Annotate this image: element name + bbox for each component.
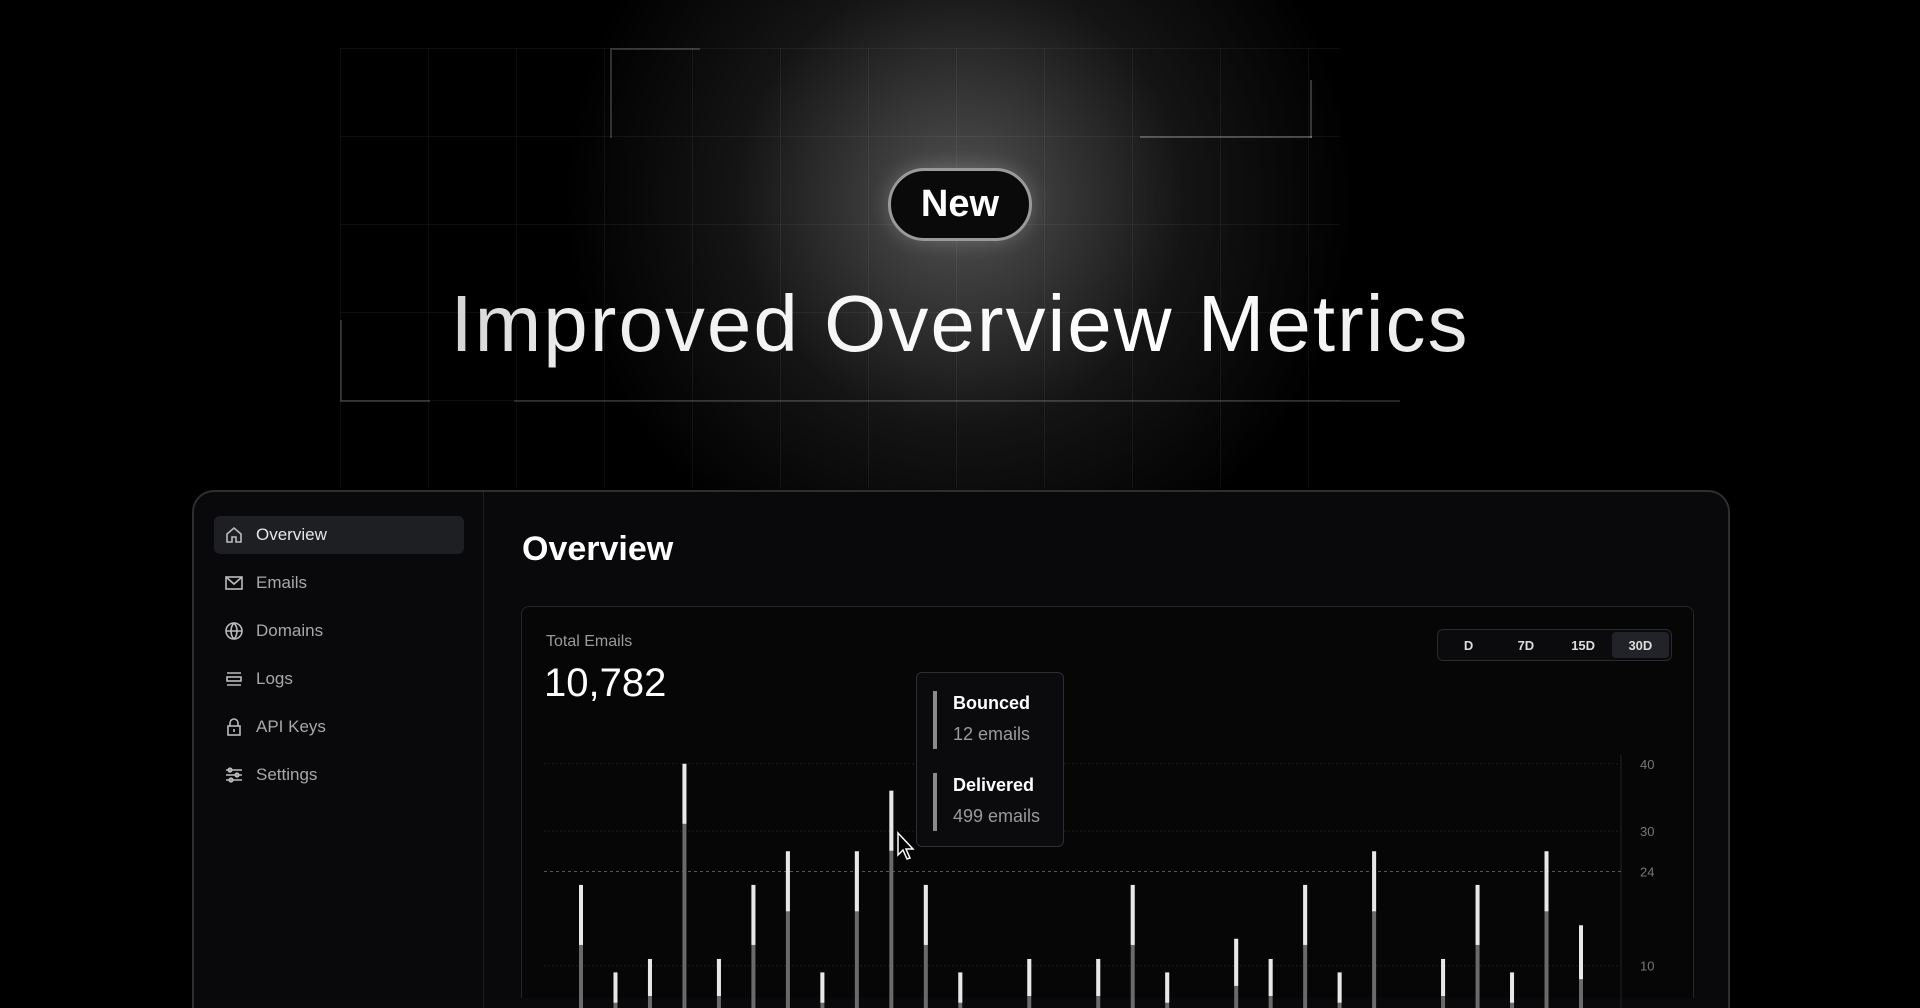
home-icon [226,526,242,543]
background-grid [340,48,1340,488]
tooltip-bounced: Bounced 12 emails [933,691,1030,749]
mail-icon [225,576,243,590]
chart-tooltip: Bounced 12 emails Delivered 499 emails [916,672,1064,847]
lock-icon [227,718,241,736]
card-label: Total Emails [546,633,633,650]
headline: Improved Overview Metrics [0,278,1920,370]
range-30d[interactable]: 30D [1611,632,1669,658]
tooltip-label: Delivered [953,775,1035,795]
sidebar-item-domains[interactable]: Domains [214,612,464,650]
sidebar-item-emails[interactable]: Emails [214,564,464,602]
tooltip-label: Bounced [953,693,1031,713]
sliders-icon [226,767,242,783]
range-d[interactable]: D [1463,637,1474,653]
range-toggle: D 7D 15D 30D [1437,629,1672,661]
decor-line [1310,80,1312,138]
tooltip-value: 499 emails [953,806,1041,826]
sidebar-item-label: Domains [256,621,324,640]
sidebar-item-api-keys[interactable]: API Keys [214,708,464,746]
sidebar: Overview Emails Domains Logs API Keys Se… [194,492,484,1008]
decor-bracket [340,320,430,402]
total-emails-value: 10,782 [544,661,667,705]
page-title: Overview [522,530,674,568]
globe-icon [225,622,243,640]
sidebar-item-label: Emails [256,573,308,592]
sidebar-item-label: Logs [256,669,293,688]
sidebar-item-overview[interactable]: Overview [214,516,464,554]
range-7d[interactable]: 7D [1517,637,1535,653]
decor-line [514,400,1400,402]
sidebar-item-label: API Keys [256,717,326,736]
sidebar-item-label: Settings [256,765,318,784]
total-emails-card: Total Emails 10,782 D 7D 15D 30D [521,606,1694,998]
decor-bracket [610,48,700,138]
decor-line [1140,136,1312,138]
tooltip-delivered: Delivered 499 emails [933,773,1040,831]
tooltip-value: 12 emails [953,724,1031,744]
sidebar-item-logs[interactable]: Logs [214,660,464,698]
sidebar-item-label: Overview [256,525,327,544]
range-15d[interactable]: 15D [1571,637,1596,653]
new-badge: New [888,168,1032,241]
sidebar-item-settings[interactable]: Settings [214,756,464,794]
list-icon [226,672,242,686]
